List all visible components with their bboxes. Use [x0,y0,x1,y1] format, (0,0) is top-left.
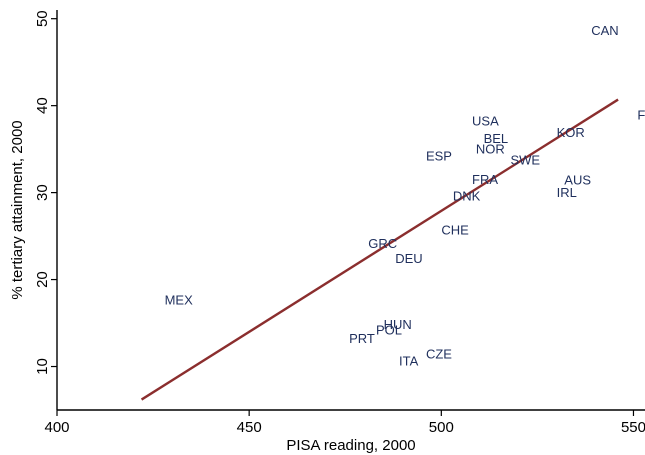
point-label-fra: FRA [472,172,498,187]
x-axis-title: PISA reading, 2000 [286,437,415,454]
point-label-swe: SWE [510,153,540,168]
y-tick-label-10: 10 [34,358,51,375]
x-tick-label-400: 400 [44,419,69,436]
point-label-irl: IRL [557,185,577,200]
point-label-che: CHE [441,222,469,237]
y-axis-title: % tertiary attainment, 2000 [9,120,26,299]
y-tick-label-40: 40 [34,97,51,114]
fit-line [140,98,619,401]
point-label-cze: CZE [426,347,452,362]
point-label-usa: USA [472,114,499,129]
point-label-esp: ESP [426,148,452,163]
y-tick-label-50: 50 [34,10,51,27]
point-label-pol: POL [376,322,402,337]
point-label-grc: GRC [368,236,397,251]
point-label-mex: MEX [165,293,194,308]
y-tick-label-20: 20 [34,271,51,288]
point-label-nor: NOR [476,141,505,156]
x-tick-label-550: 550 [621,419,645,436]
y-tick-label-30: 30 [34,184,51,201]
x-tick-label-450: 450 [237,419,262,436]
point-label-aus: AUS [564,173,591,188]
point-label-can: CAN [591,23,618,38]
point-label-deu: DEU [395,251,422,266]
x-tick-label-500: 500 [429,419,454,436]
point-label-ita: ITA [399,354,419,369]
point-label-bel: BEL [484,131,509,146]
point-label-hun: HUN [384,317,412,332]
y-axis-ticks: 10 20 30 40 50 [34,10,57,375]
plot-area: 400 450 500 550 10 20 30 40 50 CAN FIN KOR USA BELN… [34,10,645,436]
x-axis-ticks: 400 450 500 550 [44,410,645,436]
point-label-prt: PRT [349,331,375,346]
point-label-dnk: DNK [453,188,481,203]
point-label-fin: FIN [637,108,645,123]
point-label-kor: KOR [557,125,585,140]
